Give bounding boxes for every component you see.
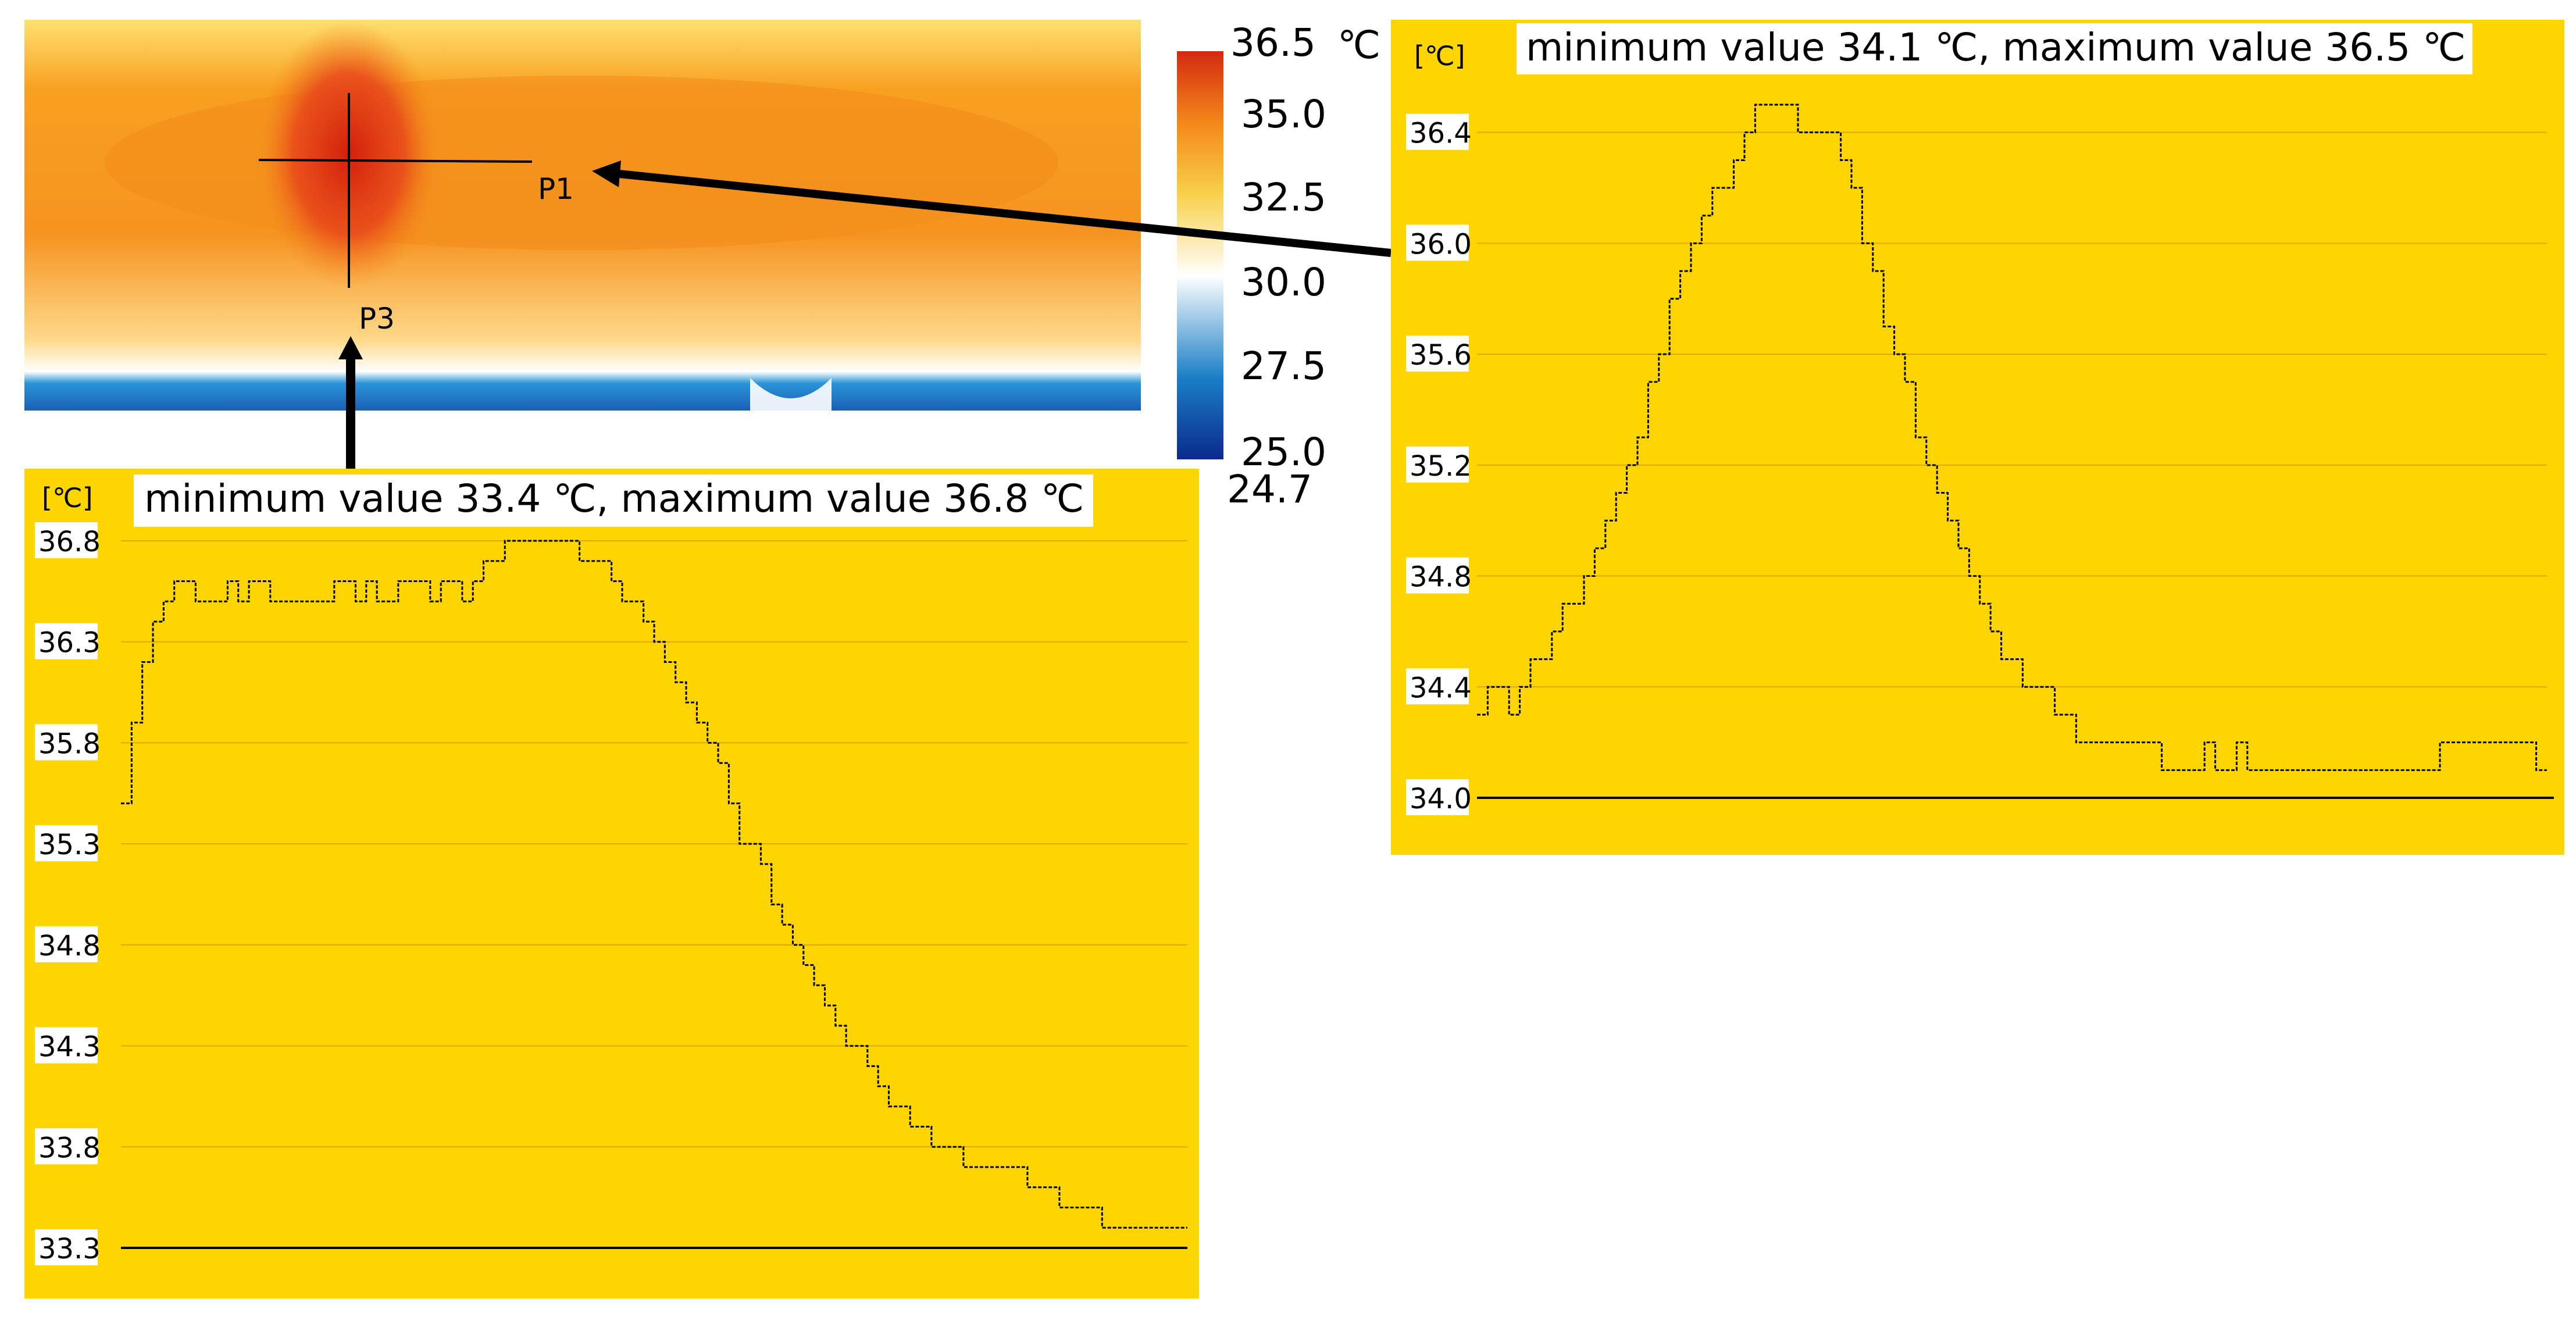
colorbar-tick-label: 30.0 (1241, 260, 1326, 305)
colorbar-tick-label: 35.0 (1241, 92, 1326, 137)
y-tick-box (1406, 224, 1469, 261)
y-tick-box (1406, 446, 1469, 483)
y-tick-box (35, 926, 98, 962)
chart-p1-ylabel: [℃] (1414, 40, 1465, 72)
y-tick-label: 36.3 (38, 627, 101, 659)
y-tick-box (35, 1128, 98, 1165)
chart-p3-title-box (134, 475, 1093, 527)
chart-p3-series-line (121, 540, 1187, 1229)
y-tick-box (1406, 557, 1469, 594)
chart-p3-background (24, 469, 1199, 1298)
y-tick-label: 34.4 (1410, 672, 1472, 704)
y-tick-label: 36.4 (1410, 117, 1472, 150)
colorbar-unit: ℃ (1337, 23, 1380, 67)
y-tick-label: 35.6 (1410, 339, 1472, 372)
y-tick-label: 35.2 (1410, 450, 1472, 483)
chart-p3-title: minimum value 33.4 ℃, maximum value 36.8… (144, 476, 1084, 521)
thermal-notch (750, 378, 832, 411)
y-tick-label: 36.0 (1410, 228, 1472, 261)
y-tick-label: 34.3 (38, 1031, 101, 1064)
y-tick-box (1406, 668, 1469, 705)
crosshair-horizontal (258, 159, 533, 163)
y-tick-label: 35.8 (38, 727, 101, 760)
y-tick-box (35, 825, 98, 862)
y-tick-label: 34.0 (1410, 783, 1472, 815)
colorbar-tick-label: 25.0 (1241, 430, 1326, 475)
y-tick-box (35, 724, 98, 761)
colorbar-tick-label: 32.5 (1241, 175, 1326, 220)
y-tick-box (1406, 779, 1469, 815)
y-tick-box (1406, 113, 1469, 150)
arrow-to-p3 (338, 336, 363, 469)
point-label-p1: P1 (538, 172, 574, 206)
y-tick-label: 36.8 (38, 526, 101, 558)
y-tick-box (1406, 336, 1469, 372)
chart-p3: minimum value 33.4 ℃, maximum value 36.8… (24, 469, 1199, 1298)
point-label-p3: P3 (359, 302, 395, 336)
colorbar-tick-label: 36.5 (1230, 20, 1316, 65)
colorbar-gradient (1177, 51, 1223, 459)
colorbar-tick-label: 27.5 (1241, 344, 1326, 388)
colorbar: 36.5 35.0 32.5 30.0 27.5 25.0 ℃ 24.7 (1177, 20, 1380, 512)
y-tick-label: 33.3 (38, 1233, 101, 1265)
y-tick-box (35, 522, 98, 558)
chart-p1-background (1391, 20, 2564, 855)
y-tick-box (35, 1027, 98, 1064)
y-tick-box (35, 1229, 98, 1265)
colorbar-min-label: 24.7 (1227, 467, 1312, 512)
y-tick-box (35, 623, 98, 659)
y-tick-label: 34.8 (38, 930, 101, 962)
warm-band (105, 76, 1058, 250)
chart-p1-series-line (1477, 104, 2547, 771)
y-tick-label: 33.8 (38, 1132, 101, 1164)
chart-p1-title: minimum value 34.1 ℃, maximum value 36.5… (1526, 25, 2466, 70)
thermal-image: P1 P3 (24, 20, 1141, 411)
chart-p3-ylabel: [℃] (42, 482, 93, 513)
arrow-to-p1 (592, 160, 1392, 257)
chart-p1-title-box (1517, 23, 2472, 74)
chart-p1: minimum value 34.1 ℃, maximum value 36.5… (1391, 20, 2564, 855)
y-tick-label: 35.3 (38, 829, 101, 861)
y-tick-label: 34.8 (1410, 561, 1472, 594)
